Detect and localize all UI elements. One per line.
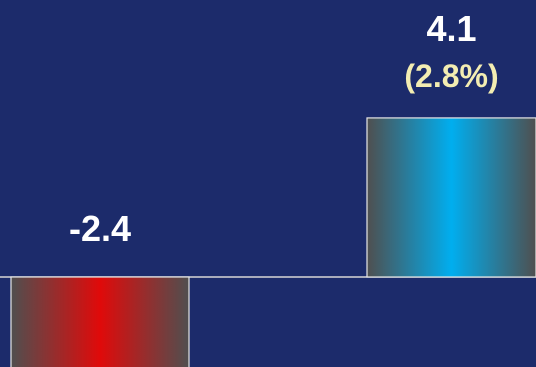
data-sublabel-positive: (2.8%) <box>404 57 499 94</box>
data-label-negative: -2.4 <box>68 208 132 249</box>
bar-negative <box>10 276 190 367</box>
data-label-positive: 4.1 <box>426 7 477 49</box>
bar-positive <box>366 117 536 278</box>
